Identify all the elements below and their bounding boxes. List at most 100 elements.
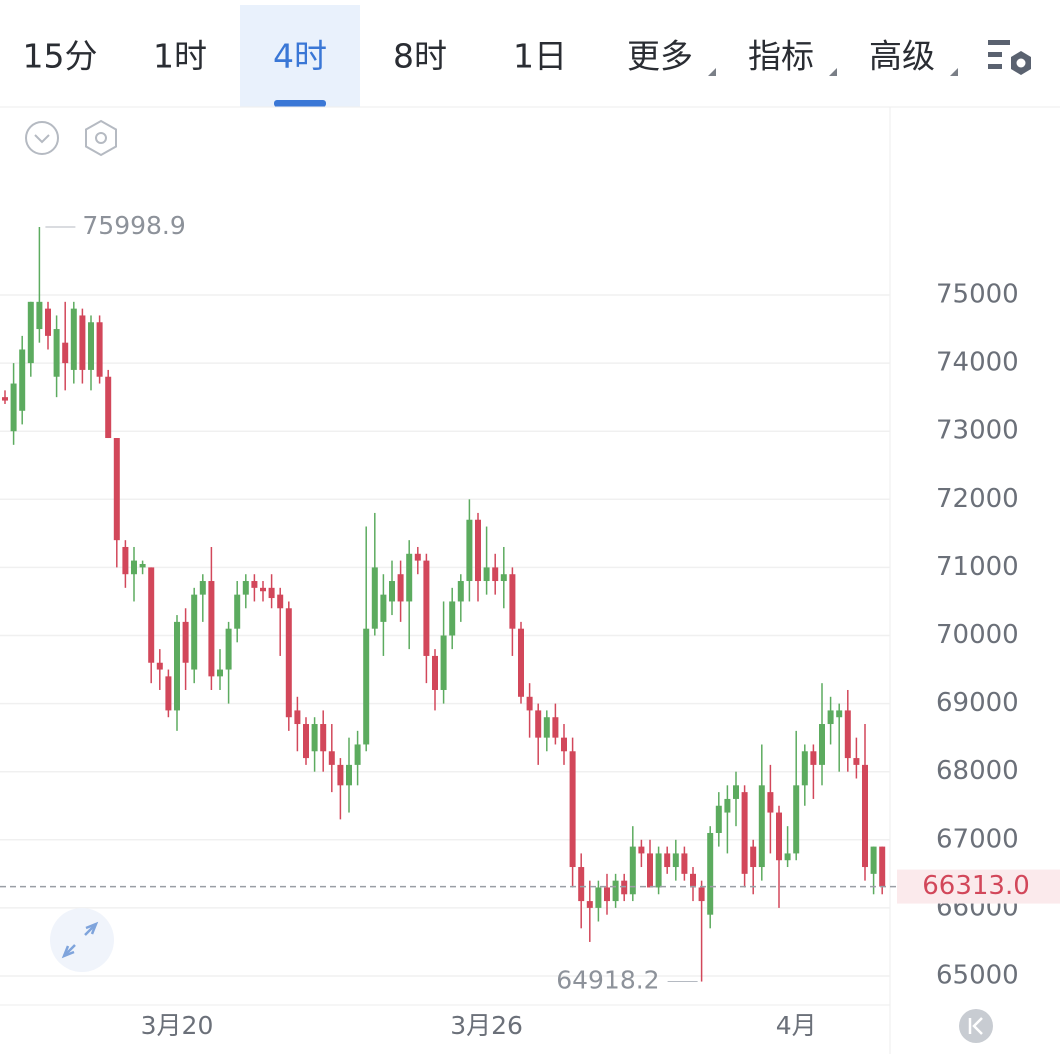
- candle-body: [724, 798, 731, 813]
- candle-body: [853, 758, 860, 765]
- candle-body: [466, 519, 473, 582]
- tab[interactable]: 指标: [748, 37, 814, 76]
- candle-body: [234, 594, 241, 629]
- candle-body: [793, 785, 800, 854]
- plot: 6500066000670006800069000700007100072000…: [0, 211, 1060, 1040]
- candle-body: [776, 812, 782, 861]
- candle-body: [320, 724, 327, 752]
- settings-icon[interactable]: [988, 40, 1031, 75]
- candle-body: [578, 867, 585, 902]
- tab[interactable]: 高级: [869, 37, 935, 76]
- y-tick-label: 67000: [936, 824, 1019, 854]
- candle-body: [268, 587, 275, 599]
- candle-body: [819, 724, 825, 765]
- candle-body: [199, 581, 206, 595]
- y-tick-label: 72000: [936, 484, 1019, 514]
- candle-body: [70, 308, 77, 370]
- candle-body: [440, 635, 447, 690]
- candle-body: [354, 744, 361, 765]
- candle-body: [346, 764, 352, 786]
- candle-body: [260, 587, 266, 592]
- candle-body: [543, 717, 550, 738]
- candle-body: [621, 880, 628, 895]
- candle-body: [165, 676, 172, 711]
- y-tick-label: 69000: [936, 688, 1019, 718]
- dropdown-caret: [829, 68, 837, 76]
- candle-body: [131, 560, 137, 575]
- candle-body: [862, 764, 868, 868]
- candle-body: [225, 628, 232, 670]
- candle-body: [457, 581, 464, 602]
- y-tick-label: 65000: [936, 960, 1019, 990]
- candle-body: [242, 581, 249, 595]
- tab[interactable]: 8时: [393, 37, 447, 76]
- tab[interactable]: 更多: [627, 37, 693, 76]
- y-tick-label: 74000: [936, 348, 1019, 378]
- y-tick-label: 70000: [936, 620, 1019, 650]
- tab[interactable]: 15分: [23, 37, 98, 76]
- dropdown-caret: [950, 68, 958, 76]
- candle-body: [217, 669, 223, 677]
- candle-body: [767, 792, 774, 813]
- y-tick-label: 75000: [936, 280, 1019, 310]
- candle-body: [569, 751, 576, 868]
- tab[interactable]: 1日: [513, 37, 567, 76]
- candle-body: [483, 567, 490, 582]
- candle-body: [518, 628, 524, 697]
- candle-body: [389, 581, 395, 602]
- settings-hex-icon[interactable]: [85, 119, 117, 157]
- candle-body: [105, 376, 112, 439]
- candle-body: [414, 553, 421, 561]
- candle-body: [655, 853, 662, 888]
- candle-body: [844, 710, 851, 759]
- candle-body: [612, 880, 619, 902]
- candle-body: [294, 710, 301, 725]
- scroll-latest-button[interactable]: [959, 1009, 993, 1043]
- candle-body: [79, 315, 86, 370]
- candle-body: [586, 901, 593, 908]
- candle-body: [879, 846, 886, 887]
- candle-body: [475, 519, 481, 582]
- candle-body: [311, 724, 318, 752]
- tab[interactable]: 1时: [153, 37, 207, 76]
- candle-body: [371, 567, 378, 629]
- candle-body: [45, 308, 51, 336]
- candle-body: [526, 696, 533, 711]
- candle-body: [53, 329, 60, 377]
- candle-body: [733, 785, 739, 799]
- low-label: 64918.2: [556, 966, 659, 995]
- candle-body: [449, 601, 456, 636]
- candle-body: [647, 853, 653, 888]
- candle-body: [681, 853, 688, 874]
- candle-body: [629, 846, 636, 895]
- candle-body: [191, 594, 198, 670]
- candle-body: [672, 853, 679, 868]
- candle-body: [535, 710, 542, 738]
- tab[interactable]: 4时: [273, 37, 327, 76]
- candle-body: [638, 846, 645, 854]
- candle-body: [784, 853, 791, 861]
- candle-body: [96, 322, 103, 377]
- candle-body: [595, 887, 602, 908]
- collapse-icon[interactable]: [25, 121, 59, 155]
- candle-body: [139, 564, 146, 568]
- candle-body: [62, 342, 69, 364]
- candle-body: [423, 560, 430, 656]
- high-label: 75998.9: [82, 211, 185, 240]
- x-tick-label: 3月20: [141, 1011, 214, 1040]
- candle-body: [36, 301, 43, 330]
- expand-button[interactable]: [50, 908, 114, 972]
- candle-body: [827, 710, 834, 725]
- candle-body: [715, 805, 722, 833]
- candle-body: [870, 846, 877, 874]
- candle-body: [801, 751, 808, 786]
- candle-body: [397, 574, 404, 602]
- candle-body: [492, 567, 499, 582]
- y-tick-label: 73000: [936, 416, 1019, 446]
- candle-body: [148, 567, 155, 663]
- candle-body: [690, 873, 696, 888]
- tab-selected-bg: [240, 5, 360, 107]
- x-tick-label: 4月: [776, 1011, 817, 1040]
- candle-body: [182, 621, 189, 663]
